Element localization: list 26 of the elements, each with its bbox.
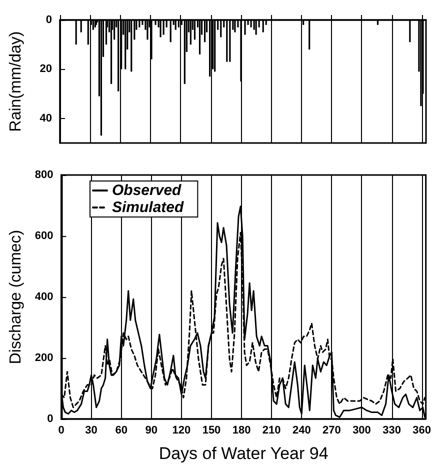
x-tick-label: 240 (292, 424, 311, 436)
x-axis-title: Days of Water Year 94 (158, 444, 328, 463)
y-tick-label: 600 (34, 230, 54, 242)
y-tick-label: 800 (34, 169, 54, 181)
x-tick-label: 0 (58, 424, 64, 436)
x-tick-label: 270 (322, 424, 341, 436)
x-tick-label: 120 (172, 424, 191, 436)
y-axis-title: Rain(mm/day) (8, 31, 24, 132)
x-tick-label: 180 (232, 424, 251, 436)
y-tick-label: 20 (40, 63, 52, 76)
x-tick-label: 330 (382, 424, 401, 436)
y-tick-label: 0 (46, 14, 52, 26)
legend-label: Simulated (112, 199, 185, 216)
y-tick-label: 200 (34, 352, 54, 364)
x-tick-label: 150 (202, 424, 221, 436)
y-tick-label: 0 (47, 413, 54, 425)
x-tick-label: 300 (352, 424, 371, 436)
x-tick-label: 60 (115, 424, 128, 436)
legend-label: Observed (112, 182, 182, 199)
y-tick-label: 40 (40, 112, 52, 124)
x-tick-label: 360 (412, 424, 432, 436)
x-tick-label: 90 (145, 424, 158, 436)
y-axis-title: Discharge (cumec) (8, 230, 24, 364)
x-tick-label: 210 (262, 424, 281, 436)
y-tick-label: 400 (34, 291, 54, 303)
x-tick-label: 30 (85, 424, 98, 436)
